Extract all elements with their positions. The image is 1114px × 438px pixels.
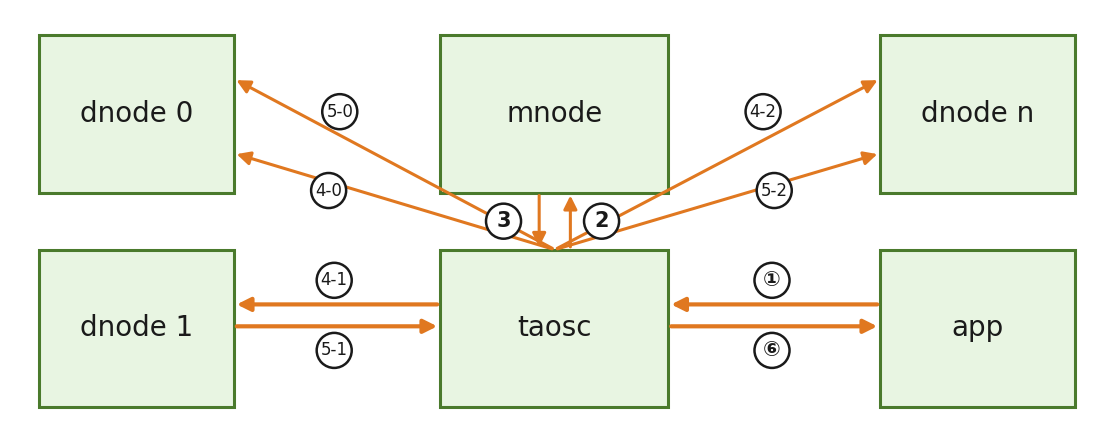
- Ellipse shape: [322, 94, 358, 129]
- Text: ①: ①: [763, 270, 781, 290]
- Text: 3: 3: [496, 211, 511, 231]
- Text: dnode 0: dnode 0: [80, 100, 193, 128]
- Text: 4-2: 4-2: [750, 102, 776, 121]
- FancyBboxPatch shape: [440, 250, 668, 407]
- Ellipse shape: [756, 173, 792, 208]
- Ellipse shape: [754, 333, 790, 368]
- Text: 5-1: 5-1: [321, 341, 348, 360]
- Ellipse shape: [584, 204, 619, 239]
- Text: 4-0: 4-0: [315, 181, 342, 200]
- Ellipse shape: [486, 204, 521, 239]
- FancyBboxPatch shape: [39, 35, 234, 193]
- FancyBboxPatch shape: [880, 250, 1075, 407]
- Ellipse shape: [745, 94, 781, 129]
- Text: 5-2: 5-2: [761, 181, 788, 200]
- Text: mnode: mnode: [506, 100, 603, 128]
- FancyBboxPatch shape: [880, 35, 1075, 193]
- FancyBboxPatch shape: [39, 250, 234, 407]
- Ellipse shape: [754, 263, 790, 298]
- Text: 5-0: 5-0: [326, 102, 353, 121]
- Text: dnode n: dnode n: [921, 100, 1034, 128]
- Text: app: app: [951, 314, 1004, 343]
- Ellipse shape: [316, 263, 352, 298]
- Ellipse shape: [311, 173, 346, 208]
- Text: ⑥: ⑥: [763, 340, 781, 360]
- Text: dnode 1: dnode 1: [80, 314, 193, 343]
- Ellipse shape: [316, 333, 352, 368]
- Text: taosc: taosc: [517, 314, 592, 343]
- Text: 2: 2: [594, 211, 609, 231]
- Text: 4-1: 4-1: [321, 271, 348, 290]
- FancyBboxPatch shape: [440, 35, 668, 193]
